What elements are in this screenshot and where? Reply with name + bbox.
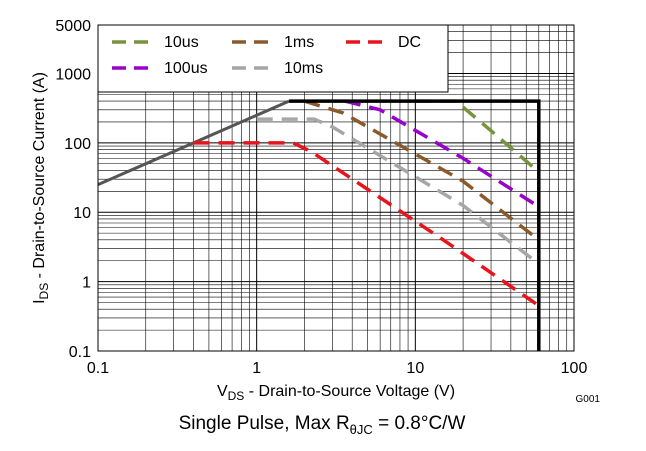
legend: 10us 1ms DC 100us 10ms xyxy=(97,24,449,93)
y-tick-label: 0.1 xyxy=(69,344,91,361)
legend-label-10ms: 10ms xyxy=(284,60,323,77)
legend-label-10us: 10us xyxy=(164,34,199,51)
x-axis-title-main: V xyxy=(217,383,228,400)
series-line-1ms xyxy=(303,99,540,242)
x-axis-title-subscript: DS xyxy=(228,389,245,403)
figure-id: G001 xyxy=(576,394,601,405)
y-tick-label: 1 xyxy=(82,275,91,292)
x-axis-title-rest: - Drain-to-Source Voltage (V) xyxy=(244,383,455,400)
x-tick-label: 10 xyxy=(406,360,424,377)
y-axis-title-rest: - Drain-to-Source Current (A) xyxy=(31,72,48,283)
y-tick-label: 5000 xyxy=(55,18,91,35)
y-axis-title-main: I xyxy=(31,299,48,303)
soa-boundary-line xyxy=(289,99,541,351)
x-tick-label: 1 xyxy=(252,360,261,377)
caption-rest: = 0.8°C/W xyxy=(373,413,466,434)
y-axis-title-subscript: DS xyxy=(37,283,51,300)
y-tick-label: 10 xyxy=(73,205,91,222)
x-tick-labels: 0.1 1 10 100 xyxy=(87,360,588,377)
y-tick-labels: 0.1 1 10 100 1000 5000 xyxy=(55,18,91,361)
legend-label-1ms: 1ms xyxy=(284,34,314,51)
caption-main: Single Pulse, Max R xyxy=(179,413,350,434)
x-tick-label: 100 xyxy=(561,360,588,377)
y-tick-label: 1000 xyxy=(55,66,91,83)
chart-caption: Single Pulse, Max RθJC = 0.8°C/W xyxy=(179,413,466,437)
x-axis-title: VDS - Drain-to-Source Voltage (V) xyxy=(217,383,455,403)
legend-box xyxy=(97,24,449,93)
legend-label-DC: DC xyxy=(398,34,421,51)
y-tick-label: 100 xyxy=(64,136,91,153)
y-axis-title: IDS - Drain-to-Source Current (A) xyxy=(31,72,51,304)
caption-subscript: θJC xyxy=(350,422,373,437)
x-tick-label: 0.1 xyxy=(87,360,109,377)
legend-label-100us: 100us xyxy=(164,60,208,77)
series-line-10ms xyxy=(256,117,540,266)
series-layer xyxy=(97,99,541,351)
series-line-100us xyxy=(344,99,540,209)
series-line-10us xyxy=(415,99,540,174)
